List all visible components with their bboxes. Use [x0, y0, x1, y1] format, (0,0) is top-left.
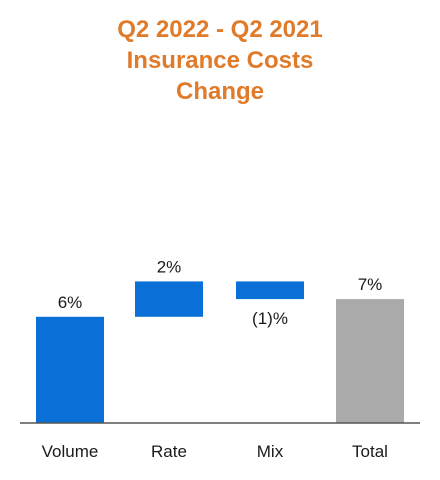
category-label-total: Total [352, 442, 388, 461]
bar-mix [236, 281, 304, 300]
chart-title-line-2: Insurance Costs [126, 47, 314, 74]
data-label-volume: 6% [58, 293, 83, 312]
chart-title-line-3: Change [175, 78, 264, 105]
data-label-mix: (1)% [252, 309, 288, 328]
bar-rate [135, 281, 203, 317]
category-label-mix: Mix [257, 442, 284, 461]
data-label-rate: 2% [157, 257, 182, 276]
category-label-rate: Rate [151, 442, 187, 461]
bar-volume [36, 316, 104, 423]
chart-title: Q2 2022 - Q2 2021 Insurance Costs Change [0, 14, 440, 107]
bar-total [336, 299, 404, 423]
category-label-volume: Volume [42, 442, 99, 461]
chart-title-line-1: Q2 2022 - Q2 2021 [117, 16, 323, 43]
data-label-total: 7% [358, 275, 383, 294]
